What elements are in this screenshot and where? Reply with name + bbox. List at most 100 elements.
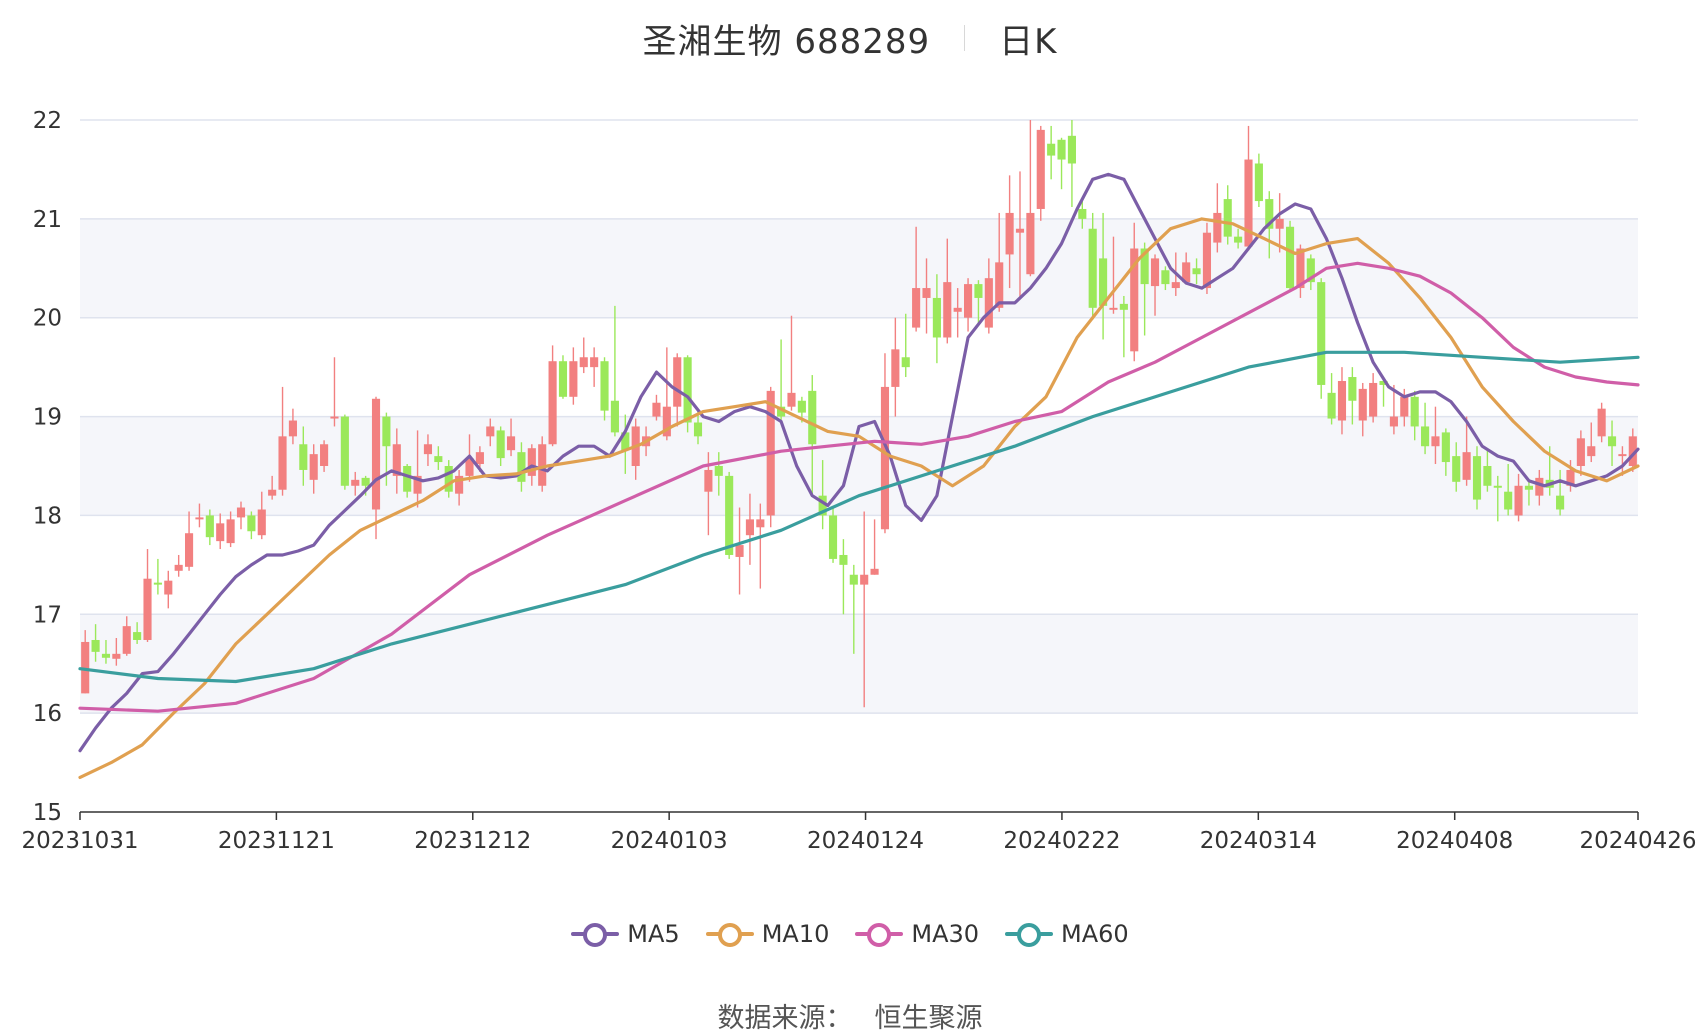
candle-body [974, 284, 983, 298]
candle-body [673, 357, 682, 407]
candle-body [1296, 248, 1305, 289]
candle-body [340, 416, 349, 486]
candle-body [725, 475, 734, 555]
candle-body [600, 361, 609, 411]
candle-body [101, 653, 111, 658]
candle-body [610, 400, 619, 433]
candle-body [278, 436, 287, 490]
legend-label: MA5 [627, 920, 680, 948]
candle-body [112, 653, 121, 659]
candle-body [1358, 388, 1367, 421]
candle-body [1015, 228, 1025, 233]
legend-swatch-circle [867, 923, 892, 947]
candle-body [1140, 248, 1149, 285]
candle-body [1213, 212, 1222, 243]
data-source-label: 数据来源： [717, 1003, 853, 1034]
candle-body [1431, 436, 1440, 447]
candle-body [860, 574, 869, 585]
ma-lines [78, 172, 1640, 779]
candle-body [1109, 307, 1118, 310]
candle-body [621, 432, 630, 451]
candle-body [1088, 228, 1097, 308]
candle-body [527, 448, 536, 476]
candle-body [891, 349, 900, 387]
candle-body [444, 466, 453, 492]
candle-body [693, 422, 703, 437]
candle-body [1306, 258, 1315, 283]
candle-body [1275, 218, 1284, 229]
plot-band [80, 218, 1638, 318]
candle-body [756, 519, 765, 528]
candle-body [1337, 380, 1347, 421]
candle-body [205, 515, 214, 538]
candle-body [1026, 212, 1035, 275]
candle-body [818, 495, 827, 516]
candle-body [1504, 491, 1513, 510]
y-tick-label: 15 [33, 800, 62, 826]
data-source: 数据来源： 恒生聚源 [0, 996, 1700, 1035]
candle-body [662, 406, 671, 437]
title-divider [964, 25, 966, 51]
plot-bands [80, 218, 1638, 714]
candle-body [777, 406, 786, 417]
legend-swatch-circle [717, 923, 742, 947]
candle-body [932, 297, 941, 338]
candle-body [1421, 426, 1430, 447]
x-tick-label: 20231212 [414, 828, 531, 854]
x-tick-label: 20240124 [807, 828, 924, 854]
candle-body [361, 477, 370, 486]
candle-body [1057, 139, 1066, 160]
candle-body [1483, 466, 1492, 486]
candle-body [351, 479, 360, 486]
legend-item-ma5[interactable]: MA5 [571, 920, 680, 948]
candle-body [164, 580, 173, 595]
candle-body [849, 574, 858, 585]
x-tick-label: 20231031 [21, 828, 138, 854]
candle-body [1576, 438, 1585, 466]
candle-body [91, 639, 100, 652]
y-tick-label: 21 [33, 207, 62, 233]
y-tick-label: 22 [33, 108, 62, 134]
candle-body [1524, 485, 1533, 490]
candle-body [683, 357, 692, 423]
legend-swatch [705, 922, 754, 947]
legend-item-ma60[interactable]: MA60 [1005, 920, 1129, 948]
candle-body [1099, 258, 1108, 306]
candle-body [257, 509, 266, 536]
candle-body [1317, 282, 1326, 385]
candle-body [912, 288, 921, 328]
candle-body [1202, 232, 1212, 289]
candle-body [548, 361, 557, 445]
candle-body [1119, 303, 1128, 310]
candle-body [1369, 382, 1378, 417]
candle-body [1556, 495, 1565, 510]
candle-body [880, 386, 890, 530]
candle-body [1514, 485, 1523, 516]
candle-body [745, 519, 754, 536]
candle-body [174, 564, 183, 571]
chart-title-period: 日K [999, 21, 1058, 62]
candle-body [247, 515, 256, 532]
candle-body [828, 515, 838, 559]
candle-body [1462, 452, 1471, 480]
candle-body [122, 626, 131, 654]
candle-body [652, 402, 661, 417]
candle-body [901, 357, 910, 368]
legend-item-ma10[interactable]: MA10 [705, 920, 829, 948]
y-tick-label: 18 [33, 503, 62, 529]
series-line-ma5 [78, 172, 1640, 753]
candle-body [330, 416, 339, 419]
candle-body [81, 641, 90, 694]
candle-body [1618, 454, 1627, 457]
y-tick-label: 17 [33, 602, 62, 628]
candle-body [1628, 436, 1637, 466]
chart-title-main: 圣湘生物 688289 [642, 21, 931, 62]
legend-item-ma30[interactable]: MA30 [855, 920, 979, 948]
candle-body [1047, 143, 1056, 156]
legend-label: MA30 [911, 920, 980, 948]
candle-body [1285, 226, 1295, 289]
series-line-ma60 [78, 350, 1640, 684]
legend-swatch [855, 922, 904, 947]
candle-body [506, 436, 516, 451]
candle-body [1597, 408, 1606, 437]
